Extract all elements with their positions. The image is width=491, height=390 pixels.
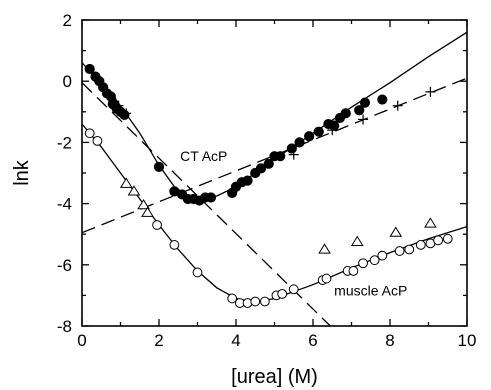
x-tick-label: 0 [77,331,86,350]
open-circle-point-25 [442,233,453,244]
filled-circle-point-28 [294,137,305,148]
open-circle-point-9 [259,296,270,307]
filled-circle-point-30 [313,126,324,137]
open-circle-point-1 [92,135,103,146]
tick-labels: 0 2 4 6 8 10 2 0 -2 -4 -6 -8 [57,11,477,350]
open-circle-point-20 [394,246,405,256]
open-triangle-point-5 [350,235,364,246]
open-circle-point-17 [358,258,368,269]
y-axis-label: lnk [11,159,33,186]
open-circle-point-3 [169,240,180,250]
filled-circle-point-27 [286,143,297,154]
filled-circle-point-17 [205,192,217,203]
open-triangle-point-4 [318,243,331,254]
x-tick-label: 8 [385,331,394,350]
filled-circle-point-32 [329,120,340,131]
open-circle-point-0 [84,128,95,139]
open-circle-point-18 [369,255,380,266]
y-tick-label: -6 [57,256,72,275]
x-tick-label: 10 [458,331,477,350]
filled-circle-point-35 [354,105,365,116]
plus-point-7 [425,86,436,97]
y-tick-label: 2 [63,11,72,30]
annotation-label-0: CT AcP [180,148,227,164]
x-axis-label: [urea] (M) [231,366,318,388]
open-circle-point-24 [433,235,444,246]
y-tick-label: 0 [63,72,72,91]
filled-circle-point-37 [377,94,388,105]
open-circle-point-11 [277,288,288,299]
filled-circle-point-21 [242,175,253,186]
plus-point-0 [103,91,114,102]
solid-fit-line-1 [82,123,467,303]
dashed-fit-line-2 [82,82,331,326]
plus-point-6 [392,100,403,111]
open-circle-point-5 [227,293,238,304]
open-triangle-point-3 [141,206,154,217]
plus-point-3 [288,149,299,160]
open-circle-point-2 [152,220,162,230]
open-circle-point-16 [348,266,359,276]
y-tick-label: -2 [57,133,72,152]
filled-circle-point-9 [119,109,130,120]
open-circle-point-12 [288,284,299,295]
open-triangle-point-6 [389,226,403,237]
open-circle-point-8 [250,296,261,307]
filled-circle-point-34 [340,108,351,119]
plus-point-1 [113,100,124,111]
x-tick-label: 6 [308,331,317,350]
open-triangle-point-2 [137,198,150,210]
filled-circle-point-23 [255,163,267,174]
axis-ticks [81,19,468,327]
filled-circle-point-0 [84,63,95,75]
annotations: CT AcP muscle AcP [180,148,407,299]
annotation-label-1: muscle AcP [334,282,407,298]
plus-point-4 [327,125,338,136]
plus-point-2 [121,108,132,119]
open-circle-point-21 [404,244,415,255]
fit-lines [82,31,467,326]
filled-circle-point-29 [304,131,315,142]
filled-circle-point-10 [153,161,165,172]
open-triangle-point-1 [127,185,141,196]
plus-point-5 [358,114,369,125]
open-circle-point-4 [192,267,203,278]
open-circle-point-22 [415,240,426,250]
open-triangle-point-0 [119,177,133,188]
filled-circle-point-26 [275,151,286,162]
solid-fit-line-0 [82,31,467,199]
filled-circle-point-24 [263,158,274,169]
y-tick-label: -8 [57,317,72,336]
x-tick-label: 4 [231,331,240,350]
open-triangle-point-7 [424,217,437,228]
filled-circle-point-36 [359,97,371,108]
open-circle-point-19 [377,250,388,261]
data-points [84,63,453,308]
open-circle-point-14 [321,273,332,284]
plot-frame [81,19,468,327]
x-tick-label: 2 [154,331,163,350]
y-tick-label: -4 [57,195,72,214]
